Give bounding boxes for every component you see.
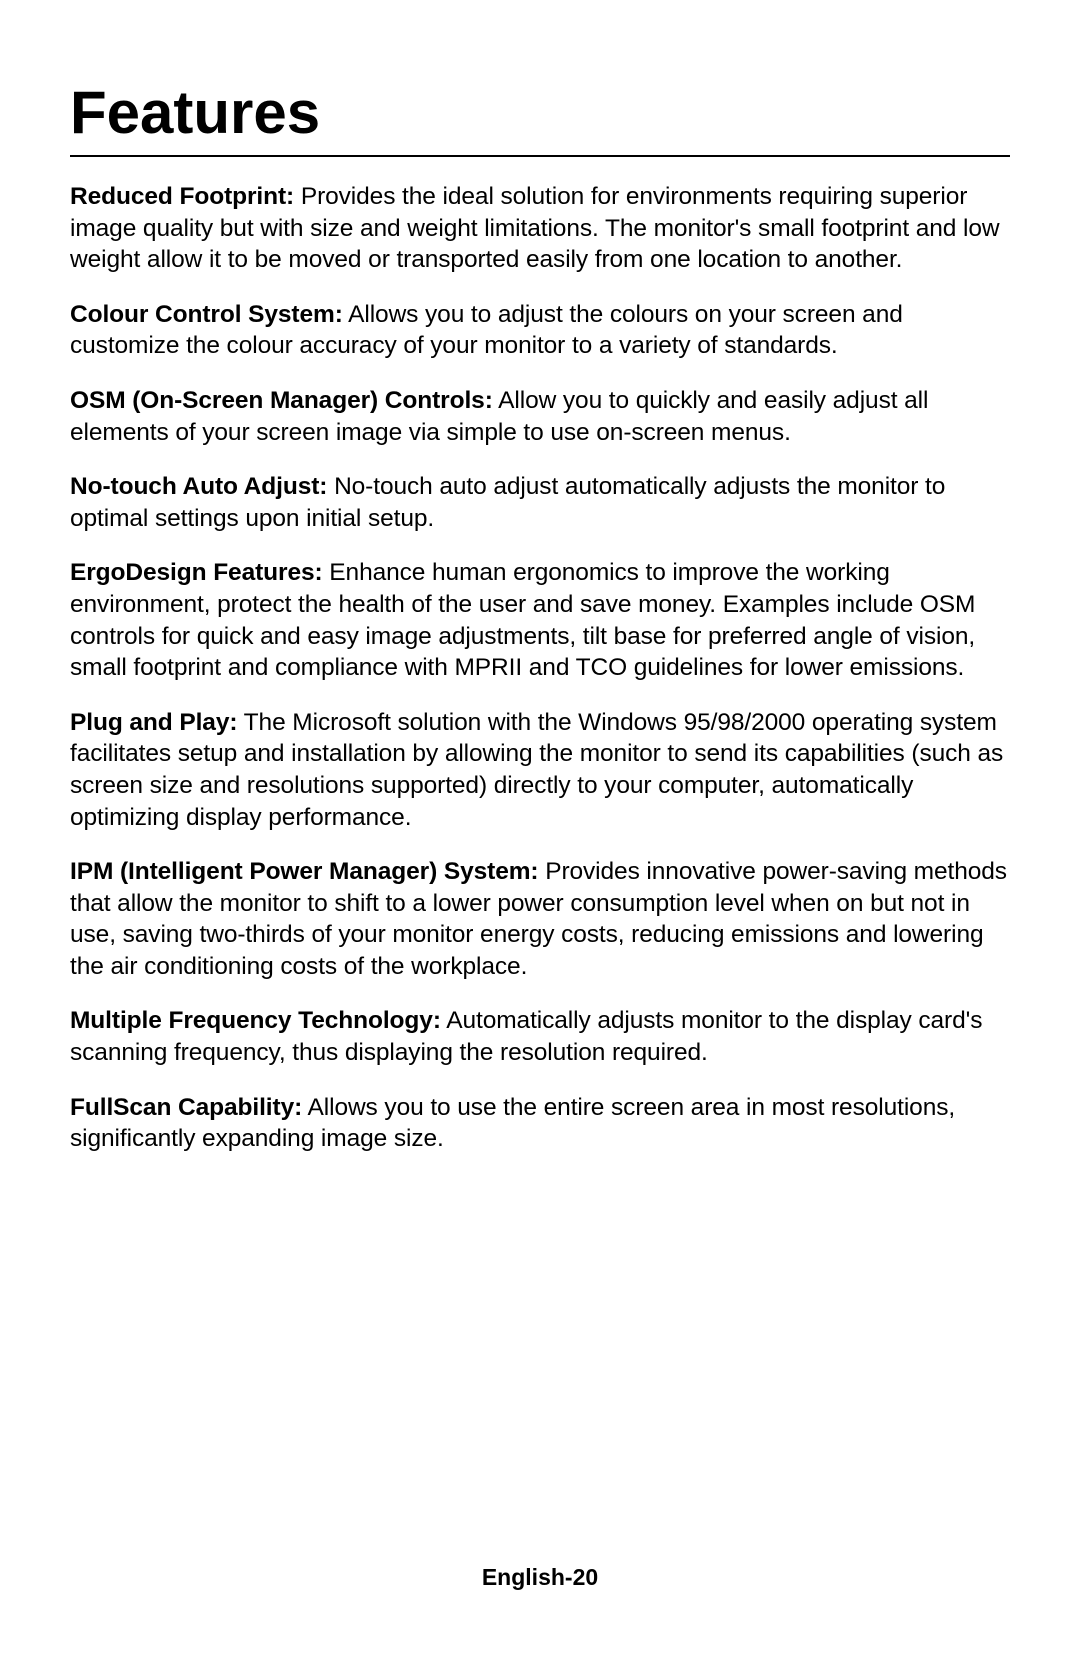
page-footer: English-20 <box>0 1564 1080 1591</box>
feature-label: FullScan Capability: <box>70 1094 302 1121</box>
document-page: Features Reduced Footprint: Provides the… <box>0 0 1080 1669</box>
feature-paragraph: Colour Control System: Allows you to adj… <box>70 299 1010 362</box>
feature-paragraph: Plug and Play: The Microsoft solution wi… <box>70 707 1010 833</box>
feature-label: IPM (Intelligent Power Manager) System: <box>70 858 539 885</box>
feature-label: No-touch Auto Adjust: <box>70 473 327 500</box>
page-title: Features <box>70 78 1010 147</box>
feature-label: Reduced Footprint: <box>70 183 294 210</box>
feature-label: Multiple Frequency Technology: <box>70 1007 441 1034</box>
feature-paragraph: ErgoDesign Features: Enhance human ergon… <box>70 557 1010 683</box>
feature-label: ErgoDesign Features: <box>70 559 323 586</box>
feature-paragraph: Multiple Frequency Technology: Automatic… <box>70 1005 1010 1068</box>
feature-label: OSM (On-Screen Manager) Controls: <box>70 387 493 414</box>
feature-paragraph: OSM (On-Screen Manager) Controls: Allow … <box>70 385 1010 448</box>
feature-paragraph: No-touch Auto Adjust: No-touch auto adju… <box>70 471 1010 534</box>
feature-paragraph: IPM (Intelligent Power Manager) System: … <box>70 856 1010 982</box>
feature-label: Plug and Play: <box>70 709 237 736</box>
feature-paragraph: Reduced Footprint: Provides the ideal so… <box>70 181 1010 276</box>
feature-paragraph: FullScan Capability: Allows you to use t… <box>70 1092 1010 1155</box>
feature-label: Colour Control System: <box>70 301 343 328</box>
title-rule <box>70 155 1010 157</box>
features-list: Reduced Footprint: Provides the ideal so… <box>70 181 1010 1155</box>
